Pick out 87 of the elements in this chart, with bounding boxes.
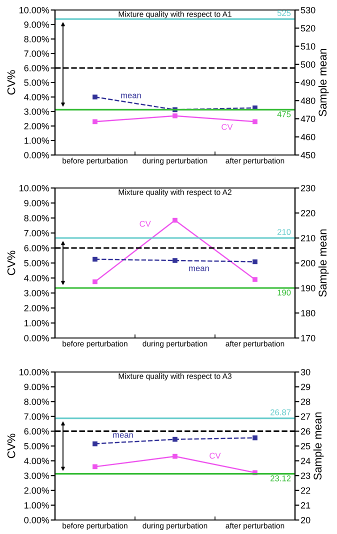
y-tick-label: 8.00%: [24, 398, 50, 405]
ref-line-label: 190: [278, 290, 291, 296]
y-tick-label: 8.00%: [24, 36, 50, 42]
y-tick-label: 3.00%: [24, 108, 50, 115]
y-tick-label: 6.00%: [24, 64, 50, 72]
y-tick-label: 4.00%: [24, 274, 50, 282]
ref-line-label: 475: [277, 111, 291, 118]
ref-line-label: 210: [278, 229, 291, 235]
y-tick-label: 10.00%: [20, 368, 50, 376]
y2-tick-label: 450: [300, 152, 316, 158]
ref-line-label: 26.87: [270, 409, 291, 416]
y2-tick-label: 460: [300, 134, 316, 140]
series-label: mean: [113, 433, 133, 438]
point: [172, 454, 178, 459]
y2-tick-label: 470: [300, 116, 316, 122]
y2-tick-label: 490: [300, 79, 316, 86]
series-label: mean: [189, 266, 209, 272]
y2-axis-title: Sample mean: [313, 412, 324, 480]
y-axis-title: CV%: [7, 70, 16, 95]
point: [172, 218, 178, 223]
y2-tick-label: 30: [300, 368, 310, 376]
y-tick-label: 1.00%: [24, 502, 50, 509]
y-tick-label: 2.00%: [24, 122, 50, 130]
y2-tick-label: 25: [301, 442, 310, 450]
y2-tick-label: 170: [301, 334, 316, 342]
y2-tick-label: 200: [301, 260, 316, 266]
y2-tick-label: 21: [301, 502, 310, 508]
y-tick-label: 1.00%: [24, 320, 50, 326]
y-tick-label: 6.00%: [24, 428, 50, 435]
series-label: CV: [210, 452, 221, 459]
y2-tick-label: 230: [301, 184, 316, 192]
y-tick-label: 8.00%: [24, 214, 50, 222]
y-tick-label: 0.00%: [24, 516, 50, 524]
y-axis-title: CV%: [7, 250, 16, 276]
y2-axis-title: Sample mean: [318, 229, 329, 297]
y-tick-label: 3.00%: [24, 472, 50, 479]
point: [92, 441, 98, 446]
y-tick-label: 0.00%: [24, 152, 50, 158]
y-tick-label: 10.00%: [20, 6, 50, 14]
y2-axis-title: Sample mean: [318, 48, 329, 116]
y-tick-label: 10.00%: [20, 184, 50, 192]
y2-tick-label: 23: [301, 472, 310, 479]
y-tick-label: 5.00%: [24, 442, 50, 450]
y-tick-label: 2.00%: [24, 487, 50, 494]
y2-tick-label: 22: [301, 487, 310, 494]
y-axis-title: CV%: [7, 434, 16, 458]
y2-tick-label: 20: [301, 516, 310, 524]
y-tick-label: 0.00%: [24, 334, 50, 342]
y-tick-label: 7.00%: [24, 230, 50, 236]
point: [172, 436, 178, 442]
point: [92, 94, 98, 100]
point: [92, 279, 98, 284]
y2-tick-label: 530: [300, 6, 316, 14]
y2-tick-label: 190: [301, 284, 316, 292]
point: [252, 277, 258, 282]
y-tick-label: 1.00%: [24, 137, 50, 144]
y2-tick-label: 510: [300, 43, 316, 50]
y2-tick-label: 520: [300, 25, 316, 32]
ref-line-label: 23.12: [270, 475, 291, 482]
y-tick-label: 4.00%: [24, 458, 50, 464]
y2-tick-label: 220: [301, 210, 316, 216]
ref-line-label: 525: [277, 10, 291, 16]
y-tick-label: 5.00%: [24, 79, 50, 86]
y-tick-label: 3.00%: [24, 290, 50, 296]
series-label: mean: [121, 94, 141, 98]
y2-tick-label: 29: [301, 384, 310, 390]
y-tick-label: 6.00%: [24, 244, 50, 252]
y-tick-label: 9.00%: [24, 384, 50, 390]
y-tick-label: 9.00%: [24, 200, 50, 206]
y2-tick-label: 500: [300, 61, 316, 68]
series-label: CV: [222, 124, 233, 130]
y-tick-label: 5.00%: [24, 260, 50, 266]
y2-tick-label: 480: [300, 98, 316, 104]
y2-tick-label: 26: [301, 428, 310, 435]
y2-tick-label: 210: [301, 234, 316, 242]
y-tick-label: 7.00%: [24, 50, 50, 57]
y2-tick-label: 180: [301, 310, 316, 316]
point: [252, 435, 258, 440]
y2-tick-label: 28: [301, 398, 310, 405]
y-tick-label: 7.00%: [24, 413, 50, 420]
y-tick-label: 2.00%: [24, 304, 50, 312]
series-label: CV: [140, 220, 151, 227]
y-tick-label: 4.00%: [24, 94, 50, 100]
point: [92, 464, 98, 470]
y2-tick-label: 24: [301, 458, 310, 464]
y-tick-label: 9.00%: [24, 21, 50, 28]
y2-tick-label: 27: [301, 413, 310, 420]
